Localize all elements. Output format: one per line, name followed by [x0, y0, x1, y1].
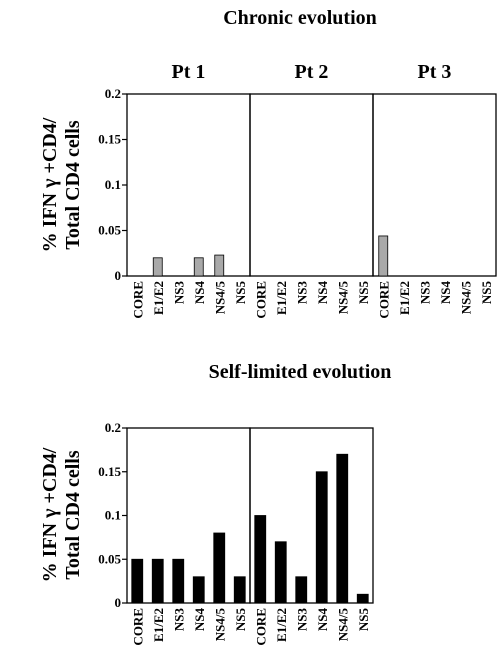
panel-frame: [126, 93, 251, 277]
panel-frame: [249, 427, 374, 604]
bar: [356, 593, 369, 604]
bar: [274, 541, 287, 604]
x-tick-label: NS4/5: [335, 608, 350, 642]
x-tick-label: NS4: [315, 281, 330, 305]
x-tick-label: CORE: [253, 281, 268, 319]
y-tick-label: 0.2: [105, 420, 121, 435]
bar: [254, 515, 267, 604]
bar: [336, 453, 349, 604]
y-tick-label: 0.05: [98, 223, 121, 238]
x-tick-label: NS4: [192, 281, 207, 305]
chart-title-self-limited: Self-limited evolution: [209, 361, 392, 383]
panel-title: Pt 2: [295, 61, 329, 83]
x-tick-label: NS4/5: [212, 281, 227, 315]
bar: [152, 257, 163, 277]
x-tick-label: NS5: [479, 281, 494, 305]
x-tick-label: NS3: [171, 608, 186, 632]
x-tick-label: NS3: [417, 281, 432, 305]
x-tick-label: E1/E2: [151, 608, 166, 642]
x-tick-label: NS4: [438, 281, 453, 305]
y-tick-label: 0.1: [105, 177, 121, 192]
bar: [172, 558, 185, 604]
y-tick-label: 0.05: [98, 551, 121, 566]
x-tick-label: NS3: [294, 608, 309, 632]
panel-frame: [249, 93, 374, 277]
x-tick-label: CORE: [130, 281, 145, 319]
x-tick-label: NS3: [294, 281, 309, 305]
bar: [378, 235, 389, 277]
chart-self-limited: % IFN γ +CD4/Total CD4 cells 0 0.05 0.1 0.15…: [39, 420, 374, 646]
bar: [233, 576, 246, 604]
bar: [214, 254, 225, 277]
y-tick-label: 0.2: [105, 86, 121, 101]
y-axis-label: Total CD4 cells: [62, 450, 84, 579]
y-tick-label: 0.15: [98, 132, 121, 147]
panel-frame: [126, 427, 251, 604]
bar: [192, 576, 205, 604]
bar: [315, 471, 328, 604]
y-axis-label: % IFN γ +CD4/: [39, 117, 61, 252]
chart-chronic: % IFN γ +CD4/Total CD4 cells 0 0.05 0.1 0.15…: [39, 61, 497, 319]
x-tick-label: E1/E2: [151, 281, 166, 315]
y-tick-label: 0: [115, 268, 122, 283]
y-tick-label: 0.15: [98, 464, 121, 479]
chart-title-chronic: Chronic evolution: [223, 7, 377, 29]
x-tick-label: CORE: [253, 608, 268, 646]
x-tick-label: NS4/5: [458, 281, 473, 315]
bar: [151, 558, 164, 604]
x-tick-label: NS5: [233, 281, 248, 305]
y-tick-label: 0.1: [105, 508, 121, 523]
panel-title: Pt 3: [418, 61, 452, 83]
x-tick-label: NS4/5: [335, 281, 350, 315]
x-tick-label: NS4: [315, 608, 330, 632]
x-tick-label: NS5: [356, 281, 371, 305]
x-tick-label: E1/E2: [397, 281, 412, 315]
x-tick-label: CORE: [130, 608, 145, 646]
x-tick-label: E1/E2: [274, 281, 289, 315]
x-tick-label: NS5: [233, 608, 248, 632]
bar: [295, 576, 308, 604]
bar: [193, 257, 204, 277]
y-axis-label: Total CD4 cells: [62, 120, 84, 249]
bar: [213, 532, 226, 604]
bar: [131, 558, 144, 604]
x-tick-label: NS4/5: [212, 608, 227, 642]
panel-title: Pt 1: [172, 61, 206, 83]
x-tick-label: NS3: [171, 281, 186, 305]
x-tick-label: E1/E2: [274, 608, 289, 642]
x-tick-label: CORE: [376, 281, 391, 319]
y-tick-label: 0: [115, 595, 122, 610]
x-tick-label: NS4: [192, 608, 207, 632]
y-axis-label: % IFN γ +CD4/: [39, 447, 61, 582]
x-tick-label: NS5: [356, 608, 371, 632]
panel-frame: [372, 93, 497, 277]
